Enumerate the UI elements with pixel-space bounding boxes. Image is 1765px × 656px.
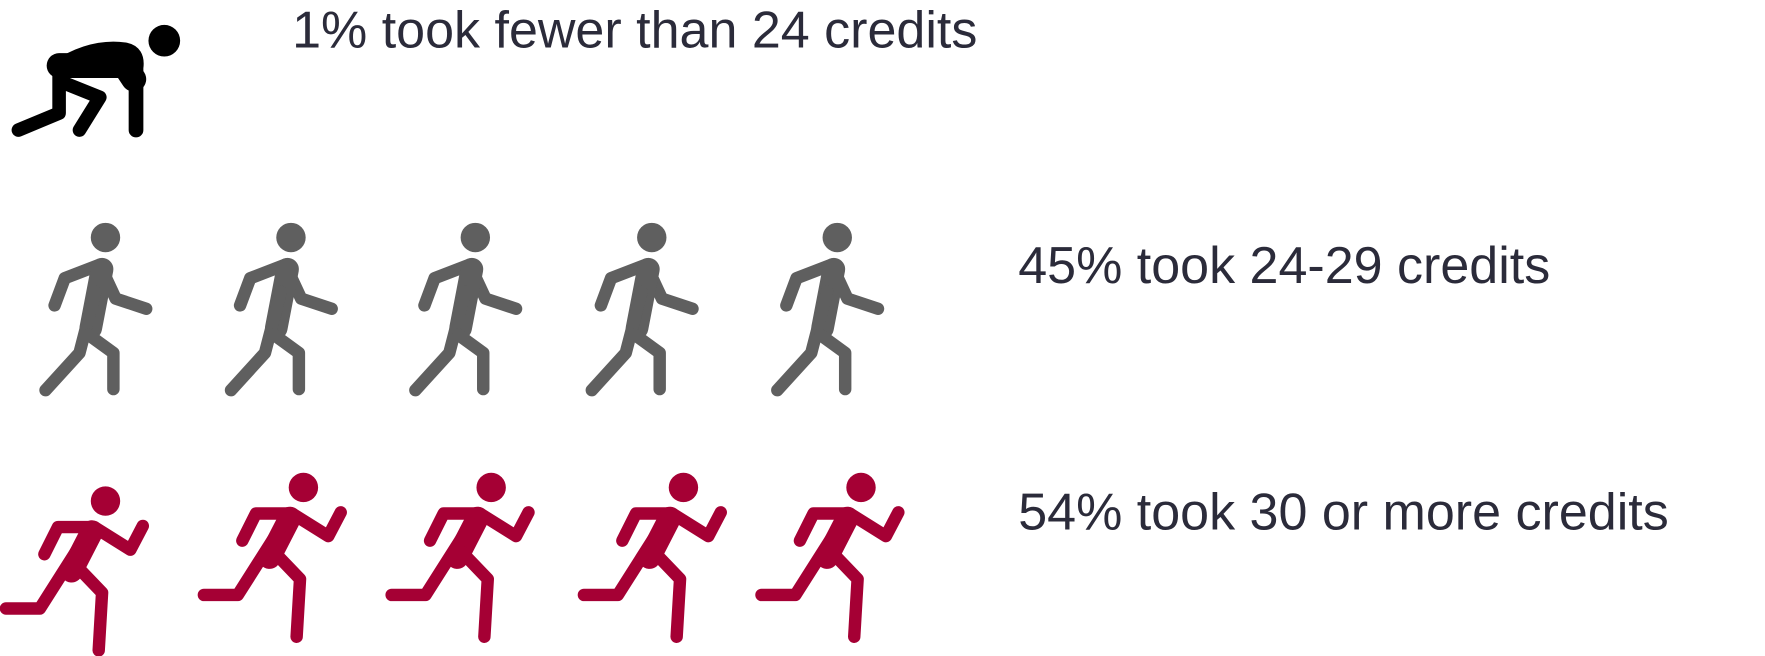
row-label: 45% took 24-29 credits: [1018, 237, 1550, 295]
icon: [761, 473, 898, 637]
icon: [46, 223, 147, 390]
icon: [204, 473, 341, 637]
icon: [392, 473, 529, 637]
icon: [584, 473, 721, 637]
icon: [592, 223, 693, 390]
row-label: 1% took fewer than 24 credits: [292, 2, 977, 60]
icon: [6, 486, 143, 650]
icon: [415, 223, 516, 390]
icon-row: [46, 223, 878, 390]
icon: [18, 25, 180, 130]
icon-row: [6, 473, 898, 651]
row-label: 54% took 30 or more credits: [1018, 483, 1669, 541]
icon: [777, 223, 878, 390]
icon: [231, 223, 332, 390]
icon-row: [18, 25, 180, 130]
